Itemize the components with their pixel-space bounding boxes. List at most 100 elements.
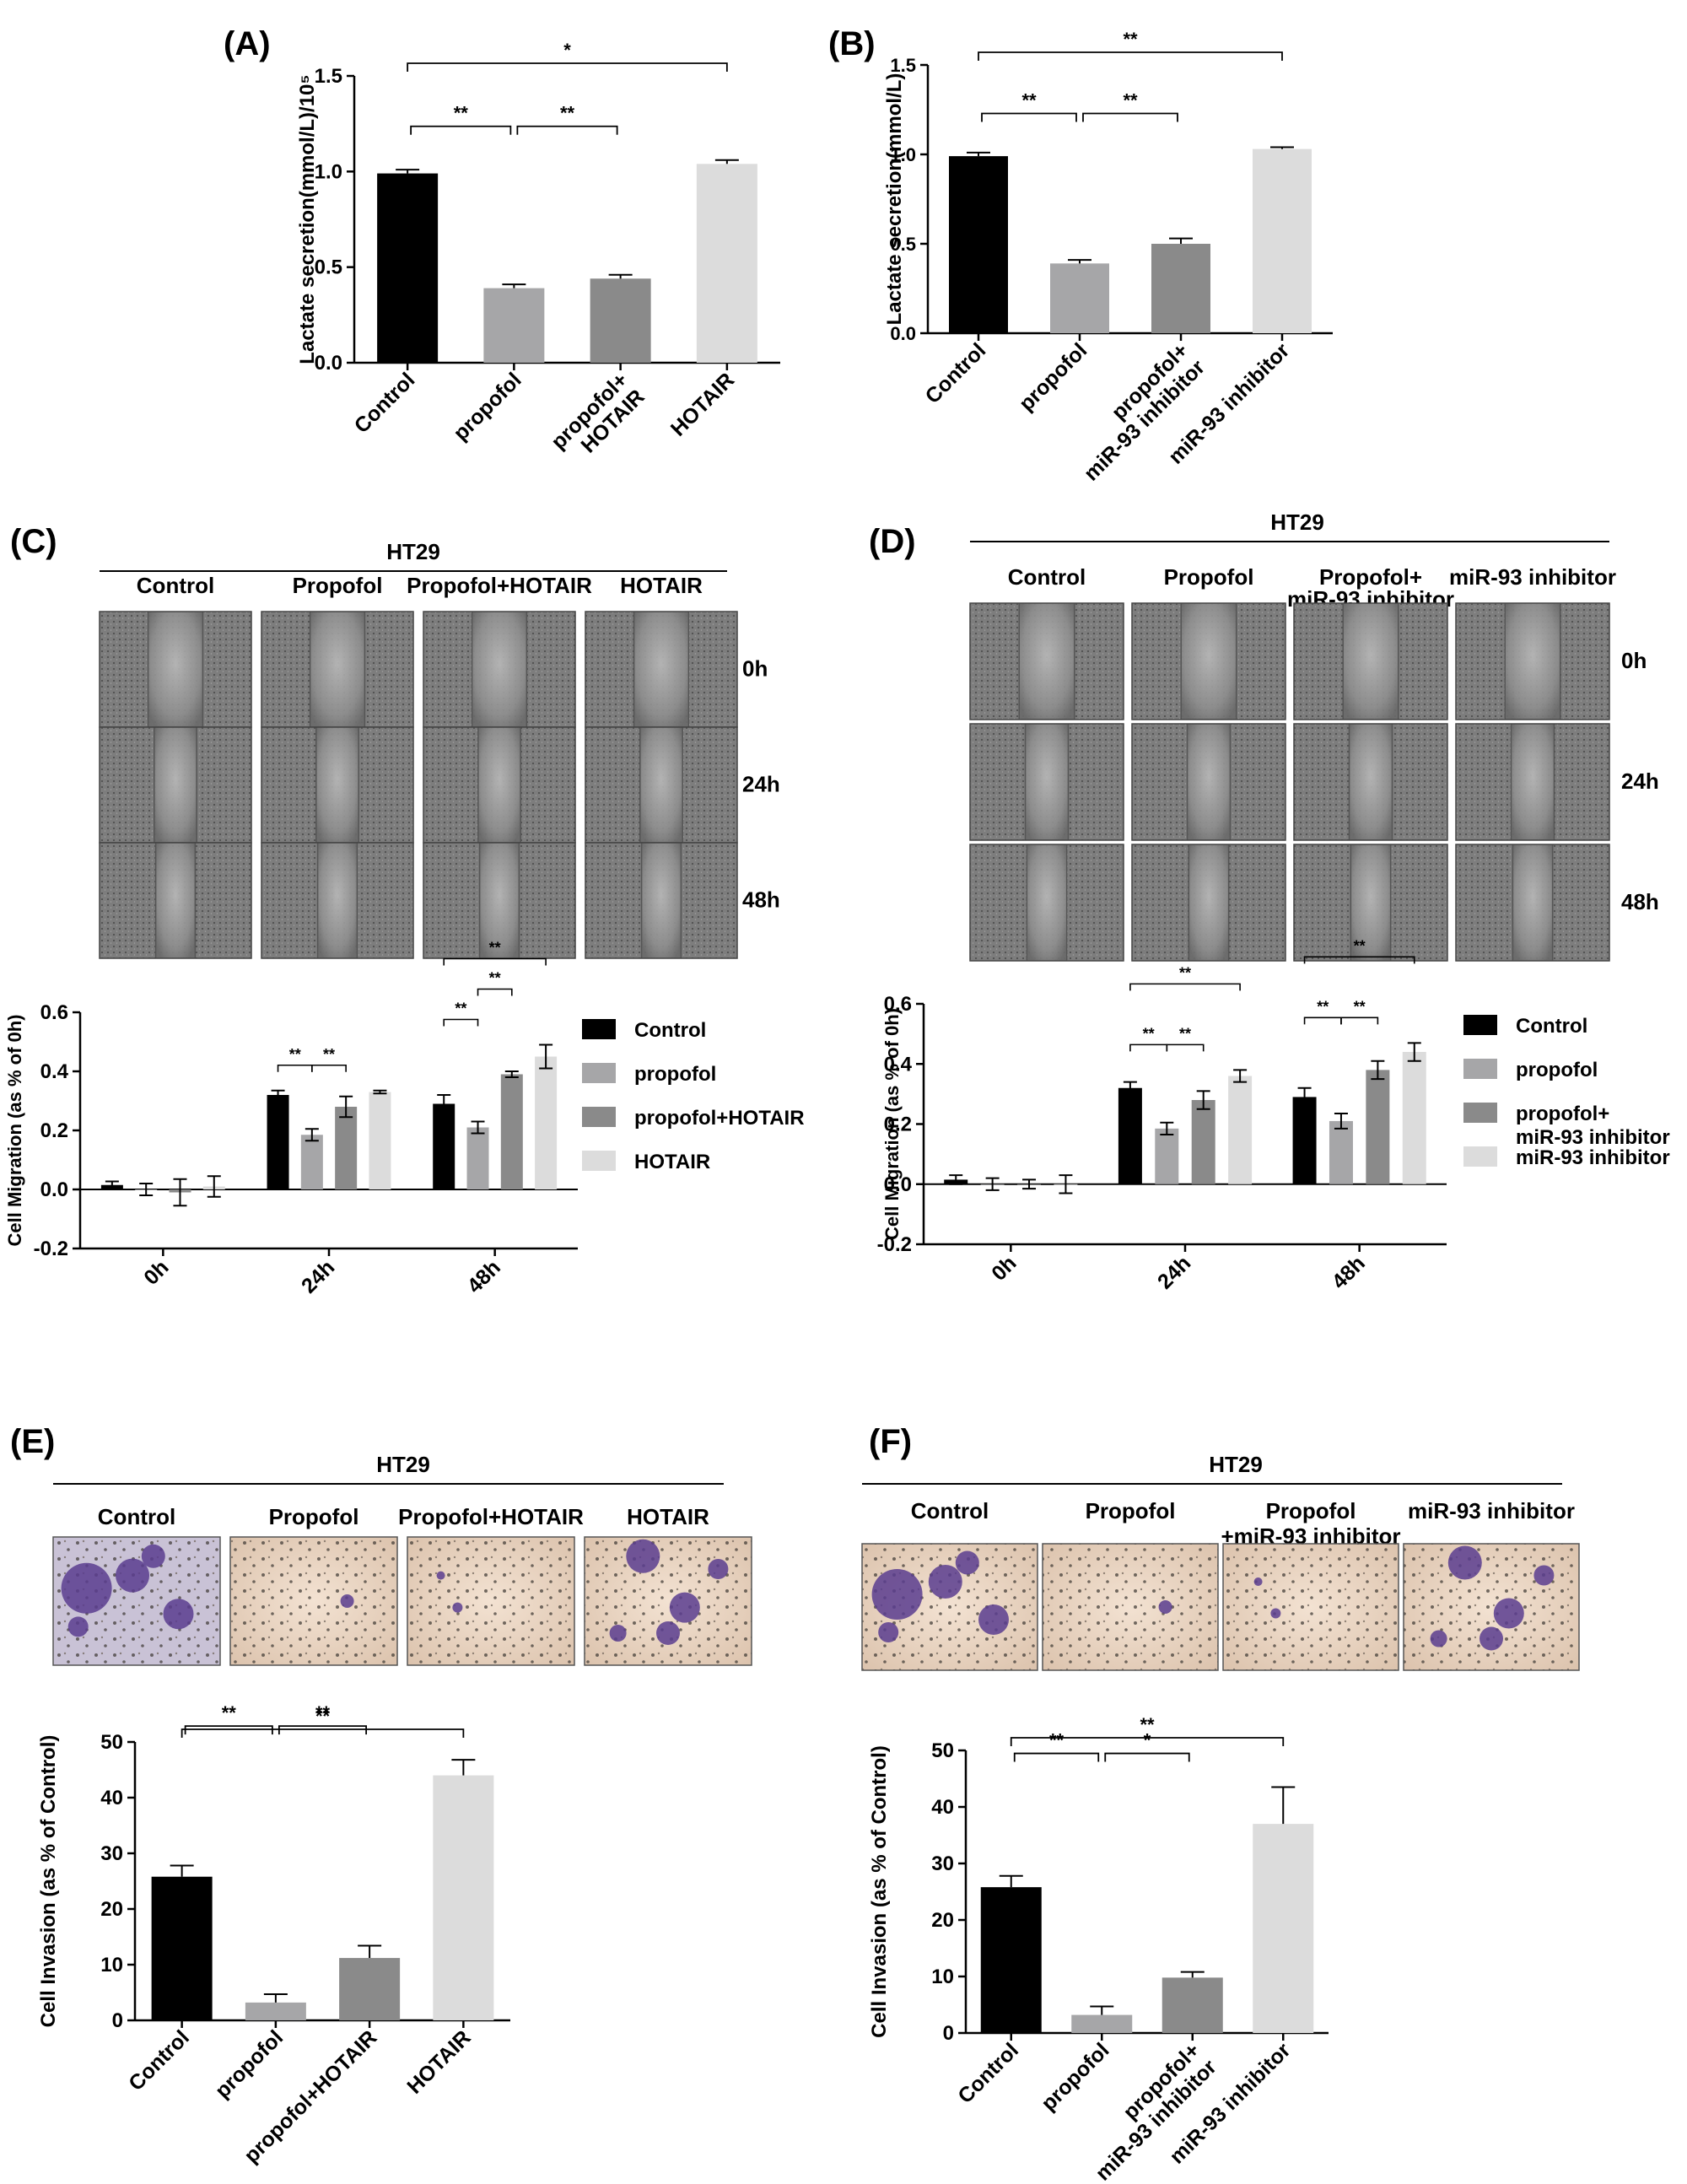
- scratch-wound: [1505, 603, 1560, 720]
- invaded-cell-cluster: [955, 1550, 979, 1575]
- significance-bracket: [978, 51, 1283, 61]
- micrograph-border: [99, 842, 252, 959]
- significance-bracket: [181, 1728, 465, 1738]
- y-tick-label: 0.2: [40, 1119, 68, 1142]
- significance-bracket: [443, 957, 547, 966]
- column-label-line: Propofol: [1086, 1498, 1176, 1523]
- y-tick-label: 0.0: [315, 352, 342, 375]
- invaded-cell-cluster: [1479, 1626, 1503, 1651]
- legend-label: propofol+ miR-93 inhibitor: [1516, 1103, 1670, 1149]
- column-label: Control: [1008, 564, 1086, 590]
- significance-bracket: [1104, 1752, 1190, 1762]
- y-tick-label: 20: [100, 1898, 123, 1921]
- membrane-pores: [1043, 1544, 1218, 1670]
- y-tick-label: 50: [931, 1739, 954, 1762]
- column-label-line: HOTAIR: [627, 1504, 709, 1529]
- significance-bracket: [1129, 983, 1241, 991]
- cell-line-label: HT29: [1209, 1452, 1263, 1477]
- micrograph-border: [584, 1536, 752, 1666]
- y-axis-title: Cell Migration (as % of 0h): [881, 1008, 903, 1240]
- significance-bracket: [981, 112, 1077, 122]
- invaded-cell-cluster: [340, 1594, 354, 1608]
- y-tick-label: 0.6: [40, 1001, 68, 1024]
- y-tick-label: 20: [931, 1909, 954, 1932]
- column-label: Propofol+HOTAIR: [407, 573, 592, 598]
- y-axis-title: Cell Invasion (as % of Control): [868, 1745, 891, 2038]
- membrane-pores: [407, 1537, 574, 1665]
- micrograph-border: [861, 1543, 1038, 1671]
- legend-label-line: HOTAIR: [634, 1151, 710, 1173]
- scratch-wound: [1511, 724, 1555, 840]
- invaded-cell-cluster: [656, 1621, 680, 1645]
- legend-swatch: [582, 1063, 616, 1083]
- y-tick-label: 0.4: [884, 1053, 913, 1076]
- scratch-wound: [1343, 603, 1399, 720]
- membrane-pores: [230, 1537, 397, 1665]
- significance-bracket: [410, 125, 512, 135]
- scratch-wound: [1025, 724, 1069, 840]
- bar: [433, 1775, 494, 2020]
- membrane-pores: [1223, 1544, 1399, 1670]
- column-label-line: Propofol+HOTAIR: [398, 1504, 584, 1529]
- invaded-cell-cluster: [978, 1604, 1009, 1635]
- bar: [1050, 263, 1109, 333]
- legend-swatch: [1463, 1146, 1497, 1167]
- column-label: HOTAIR: [627, 1504, 709, 1529]
- time-label: 24h: [742, 772, 780, 797]
- invaded-cell-cluster: [436, 1571, 445, 1580]
- invaded-cell-cluster: [1533, 1565, 1555, 1586]
- invaded-cell-cluster: [1430, 1630, 1447, 1647]
- y-tick-label: 0.4: [40, 1060, 69, 1083]
- invaded-cell-cluster: [67, 1616, 89, 1637]
- y-tick-label: -0.2: [877, 1233, 912, 1256]
- significance-bracket: [1303, 956, 1415, 964]
- y-tick-label: 1.0: [315, 160, 342, 183]
- panel-label-b: (B): [828, 25, 876, 62]
- bar: [377, 173, 439, 363]
- bar: [1191, 1100, 1215, 1184]
- y-tick-label: 30: [931, 1852, 954, 1875]
- micrograph-border: [1293, 844, 1448, 962]
- bar: [1253, 1824, 1314, 2033]
- scratch-wound: [1349, 724, 1393, 840]
- bar: [1292, 1097, 1317, 1184]
- column-label: Propofol: [269, 1504, 359, 1529]
- membrane-pores: [1404, 1544, 1579, 1670]
- significance-label: **: [1179, 1025, 1191, 1042]
- column-label-line: HOTAIR: [620, 573, 703, 598]
- legend-swatch: [1463, 1103, 1497, 1123]
- column-label: miR-93 inhibitor: [1408, 1498, 1575, 1523]
- legend-swatch: [582, 1019, 616, 1039]
- bar: [1329, 1120, 1353, 1184]
- invaded-cell-cluster: [61, 1562, 112, 1614]
- column-label: Control: [137, 573, 214, 598]
- significance-label: **: [315, 1702, 331, 1723]
- bar: [335, 1107, 358, 1189]
- micrograph-border: [1131, 723, 1286, 841]
- scratch-assay-c: HT29 Control Propofol Propofol+HOTAIR HOTAIR…: [99, 539, 780, 959]
- invaded-cell-cluster: [708, 1559, 729, 1579]
- legend-swatch: [1463, 1015, 1497, 1035]
- micrograph-border: [229, 1536, 398, 1666]
- column-label: miR-93 inhibitor: [1449, 564, 1616, 590]
- significance-bracket: [1013, 1752, 1100, 1762]
- micrograph-border: [261, 842, 414, 959]
- micrograph-border: [1293, 723, 1448, 841]
- y-axis-title: Lactate secretion(mmol/L)/10⁵: [296, 74, 319, 364]
- significance-label: **: [1140, 1714, 1155, 1735]
- significance-label: **: [1021, 90, 1037, 111]
- bar: [535, 1056, 558, 1189]
- invaded-cell-cluster: [669, 1592, 700, 1623]
- scratch-wound: [155, 843, 196, 958]
- bar: [369, 1092, 391, 1189]
- column-label: Propofol: [1164, 564, 1254, 590]
- significance-bracket: [407, 62, 728, 72]
- scratch-wound: [479, 843, 520, 958]
- micrograph-border: [1455, 844, 1610, 962]
- y-tick-label: 0: [943, 2022, 954, 2045]
- legend-label: miR-93 inhibitor: [1516, 1146, 1670, 1169]
- significance-label: **: [1123, 29, 1138, 50]
